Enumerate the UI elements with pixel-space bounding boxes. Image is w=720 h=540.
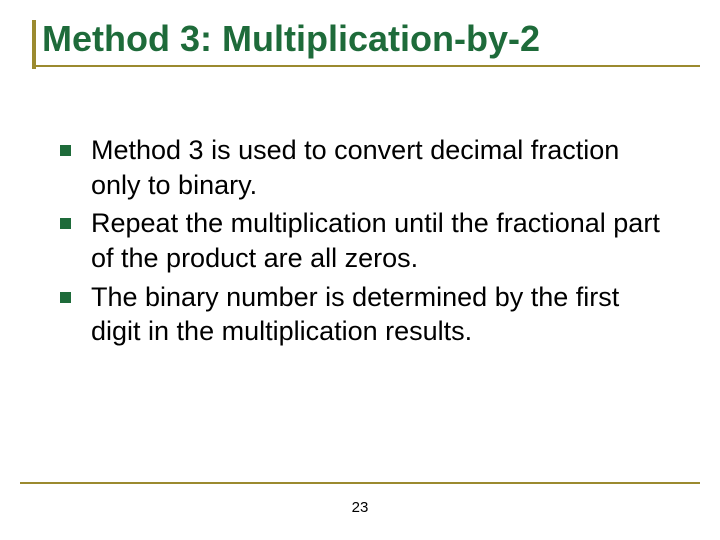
- list-item: The binary number is determined by the f…: [60, 280, 672, 349]
- title-underline: [32, 65, 700, 67]
- title-accent-bar: [32, 20, 36, 69]
- page-title: Method 3: Multiplication-by-2: [36, 18, 688, 59]
- content-region: Method 3 is used to convert decimal frac…: [32, 75, 688, 348]
- bullet-text: Repeat the multiplication until the frac…: [91, 206, 672, 275]
- bullet-list: Method 3 is used to convert decimal frac…: [60, 133, 672, 348]
- list-item: Repeat the multiplication until the frac…: [60, 206, 672, 275]
- page-number: 23: [0, 499, 720, 516]
- bottom-rule: [20, 482, 700, 484]
- list-item: Method 3 is used to convert decimal frac…: [60, 133, 672, 202]
- square-bullet-icon: [60, 218, 71, 229]
- square-bullet-icon: [60, 292, 71, 303]
- bullet-text: Method 3 is used to convert decimal frac…: [91, 133, 672, 202]
- square-bullet-icon: [60, 145, 71, 156]
- slide: Method 3: Multiplication-by-2 Method 3 i…: [0, 0, 720, 540]
- title-region: Method 3: Multiplication-by-2: [32, 18, 688, 75]
- bullet-text: The binary number is determined by the f…: [91, 280, 672, 349]
